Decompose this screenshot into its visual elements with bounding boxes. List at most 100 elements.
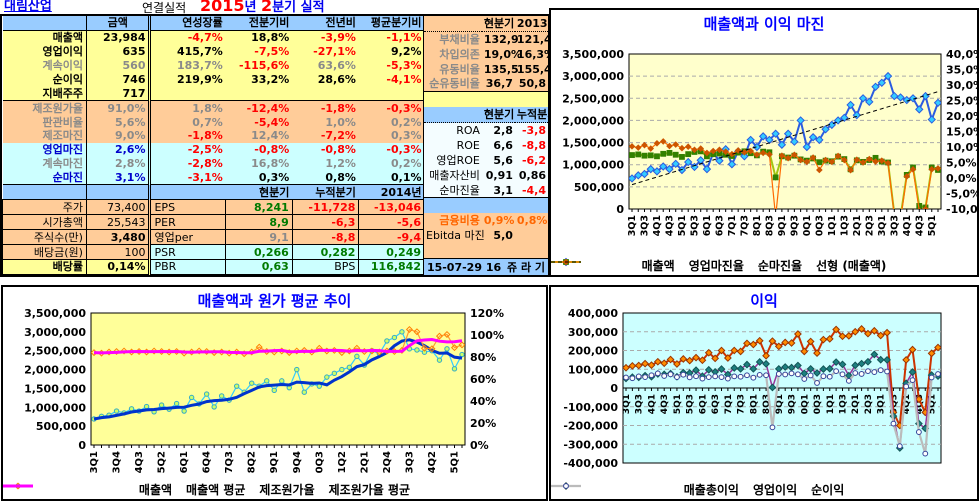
chart-title: 매출액과 이익 마진 bbox=[703, 15, 825, 33]
column-header: 2013 bbox=[514, 16, 548, 32]
metric-value: 0,3% bbox=[358, 128, 425, 143]
table-row: ROA 2,8 -3,8 bbox=[424, 122, 548, 139]
column-subheader: 현분기 bbox=[225, 184, 293, 201]
series-순마진율 bbox=[629, 138, 941, 209]
svg-text:6Q4: 6Q4 bbox=[202, 451, 213, 473]
metric-value: 9,2% bbox=[358, 44, 425, 59]
row-label: 영업이익 bbox=[2, 44, 87, 59]
table-row: 금융비용 0,9% 0,8% bbox=[424, 213, 548, 229]
table-row bbox=[424, 197, 548, 214]
metric-value bbox=[514, 228, 548, 244]
table-row: 부채비율 132,9 121,4 bbox=[424, 31, 552, 47]
metric-value: 8,9 bbox=[225, 214, 293, 231]
svg-text:80%: 80% bbox=[470, 351, 496, 364]
legend-item: 제조원가율 bbox=[3, 481, 315, 498]
svg-text:4Q2: 4Q2 bbox=[427, 451, 438, 473]
row-value: 25,543 bbox=[85, 214, 152, 231]
period-year-suffix: 년 bbox=[244, 0, 262, 15]
metric-value: 0,8% bbox=[514, 213, 548, 229]
table-row: 시가총액 25,543 PER 8,9 -6,3 -5,6 bbox=[2, 214, 425, 231]
row-label: ROA bbox=[424, 122, 482, 139]
svg-text:30,0%: 30,0% bbox=[946, 79, 977, 92]
svg-text:-400,000: -400,000 bbox=[563, 457, 618, 470]
metric-value: -5,4% bbox=[225, 115, 293, 129]
metric-value: -0,3% bbox=[358, 142, 425, 157]
metric-value: -4,7% bbox=[149, 30, 226, 45]
metric-value: 16,3% bbox=[514, 46, 556, 62]
row-value: 3,480 bbox=[85, 229, 152, 246]
legend-item: 제조원가율 평균 bbox=[3, 481, 410, 498]
metric-value: 2,8 bbox=[481, 122, 515, 139]
svg-text:6Q1: 6Q1 bbox=[698, 394, 708, 414]
row-label: 지배주주 bbox=[2, 86, 87, 102]
table-row: 순유동비율 36,7 50,8 bbox=[424, 76, 548, 93]
series-매출총이익 bbox=[623, 325, 941, 430]
svg-text:3Q1: 3Q1 bbox=[877, 394, 887, 414]
svg-text:2Q3: 2Q3 bbox=[864, 215, 875, 236]
series-선형 (매출액) bbox=[631, 91, 939, 186]
metric-value: -13,046 bbox=[358, 199, 425, 216]
metric-value: 16,8% bbox=[225, 156, 293, 171]
legend-label: 매출액 평균 bbox=[186, 483, 246, 497]
legend-item: 선형 (매출액) bbox=[551, 257, 886, 274]
svg-text:0Q3: 0Q3 bbox=[314, 451, 325, 473]
svg-text:6Q1: 6Q1 bbox=[702, 215, 713, 236]
legend-item: 순이익 bbox=[551, 481, 845, 498]
svg-text:2Q1: 2Q1 bbox=[852, 215, 863, 236]
metric-value: -4,1% bbox=[358, 72, 425, 87]
x-axis-labels: 3Q1 3Q3 4Q1 4Q3 5Q1 5Q3 6Q1 6Q3 7Q1 7Q3 8Q1 8Q3 9Q1 9… bbox=[622, 388, 939, 414]
svg-text:7Q1: 7Q1 bbox=[724, 394, 734, 414]
metric-value: 36,7 bbox=[481, 76, 515, 93]
svg-text:2,000,000: 2,000,000 bbox=[562, 114, 624, 127]
legend-item: 영업이익 bbox=[551, 481, 797, 498]
metric-value: -1,1% bbox=[358, 30, 425, 45]
svg-text:3Q4: 3Q4 bbox=[112, 451, 123, 473]
svg-text:3Q1: 3Q1 bbox=[622, 394, 632, 414]
svg-text:1,000,000: 1,000,000 bbox=[24, 401, 86, 414]
table-row: Ebitda 마진 5,0 bbox=[424, 228, 548, 244]
metric-value: 6,6 bbox=[481, 138, 515, 153]
metric-value: 63,6% bbox=[292, 58, 359, 73]
row-value: 717 bbox=[86, 86, 152, 102]
svg-text:2Q1: 2Q1 bbox=[359, 451, 370, 473]
financial-table-grid: 금액 연성장률 전분기비 전년비 평균분기비 매출액 23,984 -4,7% 18,8% -3,… bbox=[2, 16, 425, 276]
svg-text:5,0%: 5,0% bbox=[946, 157, 977, 170]
table-cell bbox=[514, 197, 548, 214]
svg-text:-300,000: -300,000 bbox=[563, 438, 618, 451]
legend-label: 영업마진율 bbox=[688, 259, 744, 273]
svg-text:100,000: 100,000 bbox=[568, 363, 618, 376]
svg-text:500,000: 500,000 bbox=[36, 420, 86, 433]
gridlines bbox=[623, 331, 941, 445]
metric-value: -5,6 bbox=[358, 214, 425, 231]
table-row: 주가 73,400 EPS 8,241 -11,728 -13,046 bbox=[2, 199, 425, 216]
table-row: 영업이익 635 415,7% -7,5% -27,1% 9,2% bbox=[2, 44, 425, 59]
table-cell bbox=[424, 91, 482, 108]
svg-text:4Q1: 4Q1 bbox=[647, 394, 657, 414]
metric-value: 0,282 bbox=[291, 244, 360, 260]
table-row: 판관비율 5,6% 0,7% -5,4% 1,0% 0,2% bbox=[2, 115, 425, 129]
row-label: 시가총액 bbox=[2, 214, 87, 231]
row-label: 순유동비율 bbox=[424, 76, 482, 93]
row-value: 560 bbox=[86, 58, 152, 73]
svg-text:-200,000: -200,000 bbox=[563, 420, 618, 433]
table-row: ROE 6,6 -8,8 bbox=[424, 138, 548, 153]
ratio-table: 현분기 2013 부채비율 132,9 121,4 차입의존 19,0% 16,3% 유동비율 1… bbox=[423, 14, 557, 277]
legend-label: 순이익 bbox=[811, 483, 845, 497]
svg-text:20%: 20% bbox=[470, 417, 496, 430]
svg-text:6Q1: 6Q1 bbox=[179, 451, 190, 473]
metric-value: -115,6% bbox=[225, 58, 293, 73]
legend-label: 제조원가율 bbox=[259, 483, 315, 497]
metric-value: -0,8% bbox=[225, 142, 293, 157]
svg-text:9Q1: 9Q1 bbox=[269, 451, 280, 473]
svg-text:5Q1: 5Q1 bbox=[927, 215, 938, 236]
metric-value: 116,842 bbox=[358, 258, 425, 276]
legend-label: 매출액 bbox=[138, 483, 173, 497]
metric-value: -1,8% bbox=[292, 100, 359, 116]
svg-text:8Q3: 8Q3 bbox=[762, 394, 772, 414]
metric-value: 0,266 bbox=[225, 244, 293, 260]
metric-label: 영업per bbox=[149, 229, 227, 246]
svg-text:6Q3: 6Q3 bbox=[714, 215, 725, 236]
svg-text:40,0%: 40,0% bbox=[946, 48, 977, 61]
report-author: 쥬 라 기 bbox=[507, 261, 546, 274]
